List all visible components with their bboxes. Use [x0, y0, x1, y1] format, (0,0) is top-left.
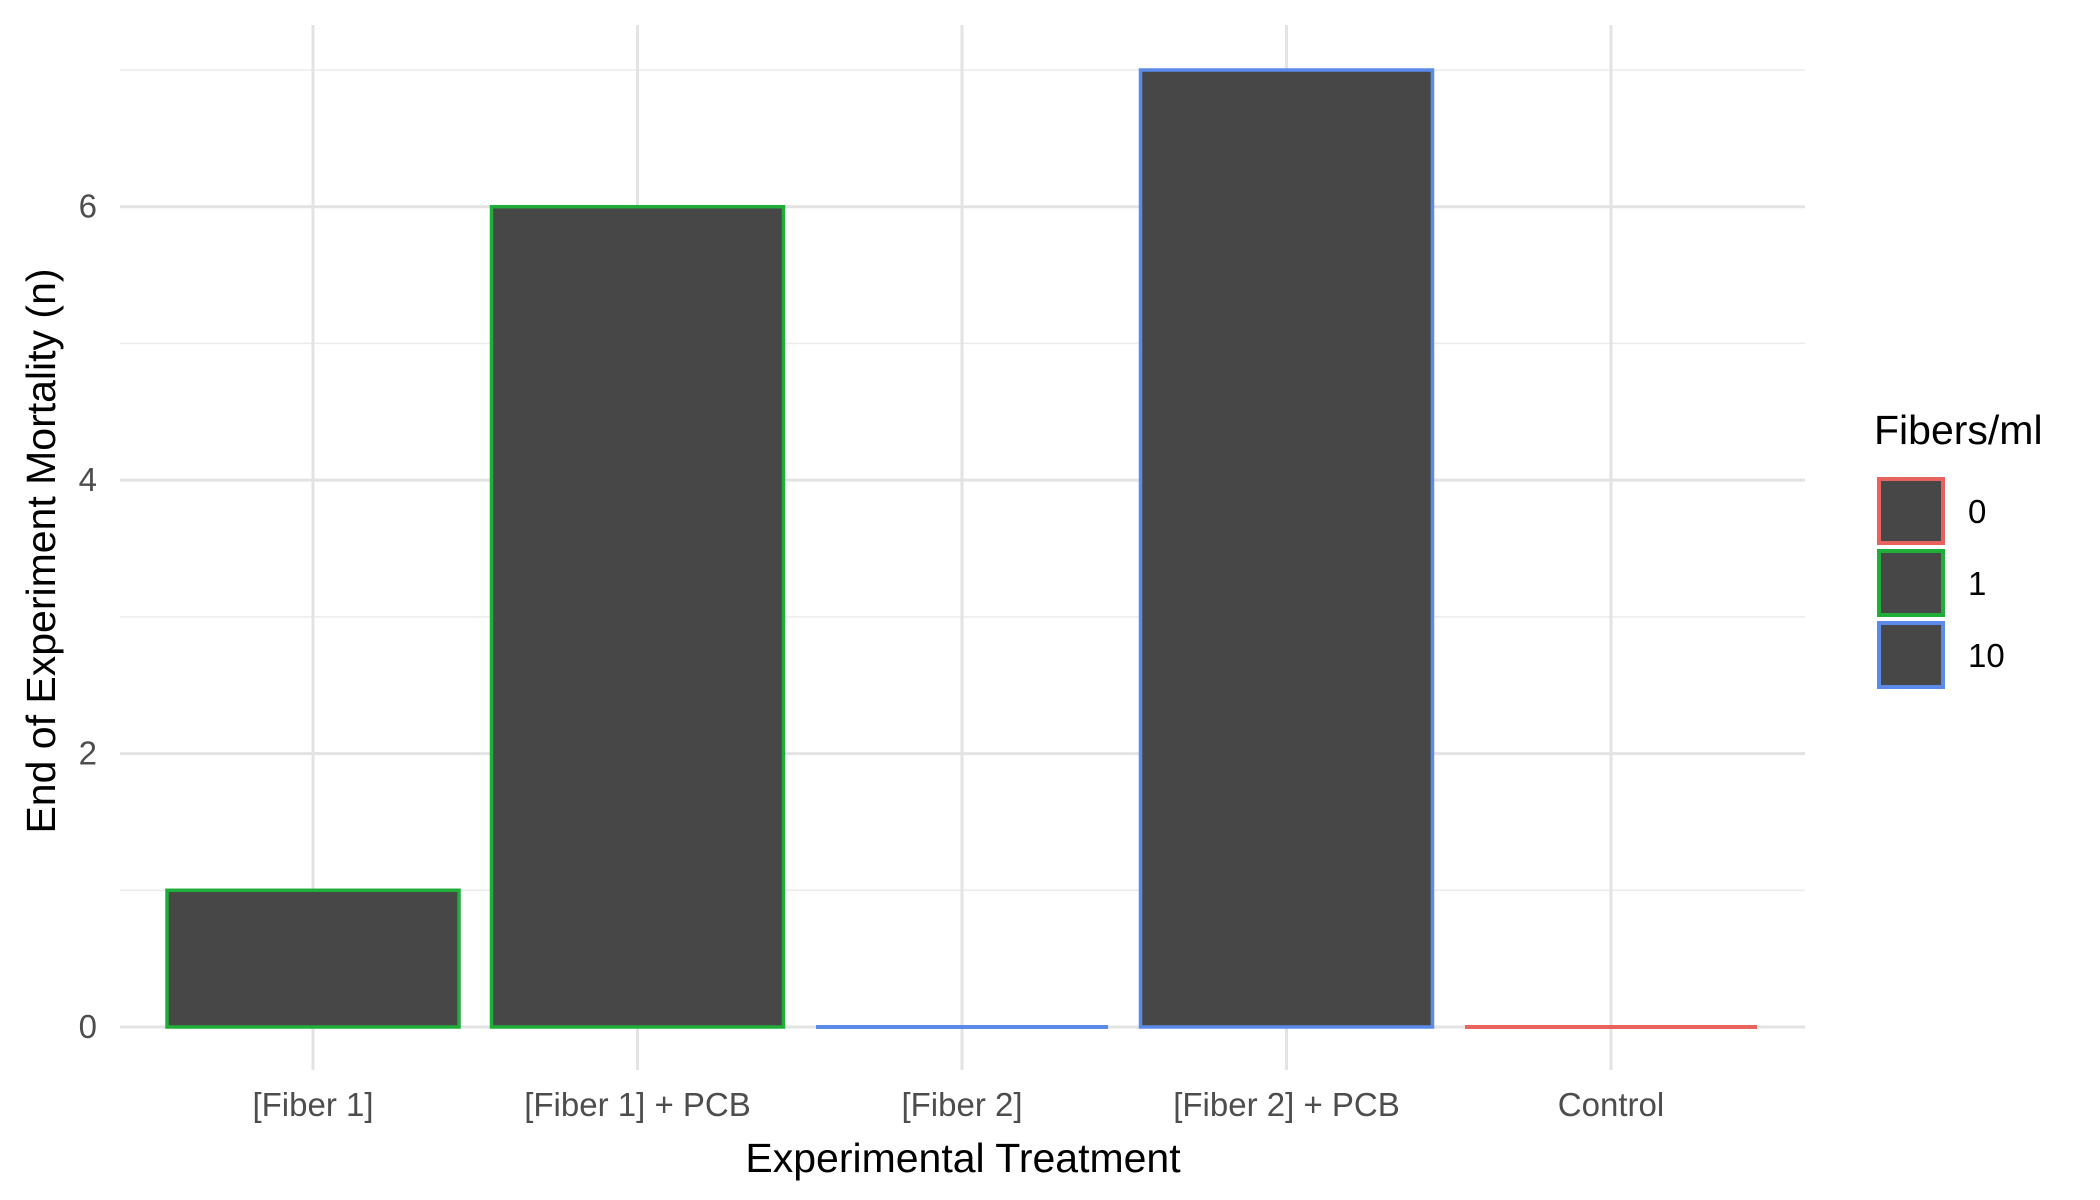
x-axis-title: Experimental Treatment — [745, 1135, 1181, 1181]
bar — [165, 888, 461, 1029]
x-tick-label: [Fiber 1] — [252, 1086, 373, 1123]
y-axis-ticks: 0 2 4 6 — [79, 188, 97, 1045]
legend: Fibers/ml 0 1 10 — [1874, 407, 2043, 689]
legend-label: 1 — [1968, 565, 1986, 602]
x-tick-label: [Fiber 1] + PCB — [524, 1086, 751, 1123]
legend-title: Fibers/ml — [1874, 407, 2043, 453]
y-tick-label: 6 — [79, 188, 97, 225]
y-axis-title: End of Experiment Mortality (n) — [18, 268, 64, 833]
legend-label: 0 — [1968, 493, 1986, 530]
y-tick-label: 0 — [79, 1008, 97, 1045]
x-tick-label: Control — [1558, 1086, 1664, 1123]
x-tick-label: [Fiber 2] + PCB — [1173, 1086, 1400, 1123]
y-tick-label: 4 — [79, 461, 97, 498]
x-tick-label: [Fiber 2] — [901, 1086, 1022, 1123]
bar — [489, 204, 786, 1029]
bars — [165, 68, 1757, 1029]
legend-key — [1877, 549, 1945, 617]
y-tick-label: 2 — [79, 735, 97, 772]
legend-key — [1877, 621, 1945, 689]
legend-key — [1877, 477, 1945, 545]
legend-label: 10 — [1968, 637, 2005, 674]
x-axis-ticks: [Fiber 1] [Fiber 1] + PCB [Fiber 2] [Fiber … — [252, 1086, 1664, 1123]
bar — [1138, 68, 1435, 1029]
